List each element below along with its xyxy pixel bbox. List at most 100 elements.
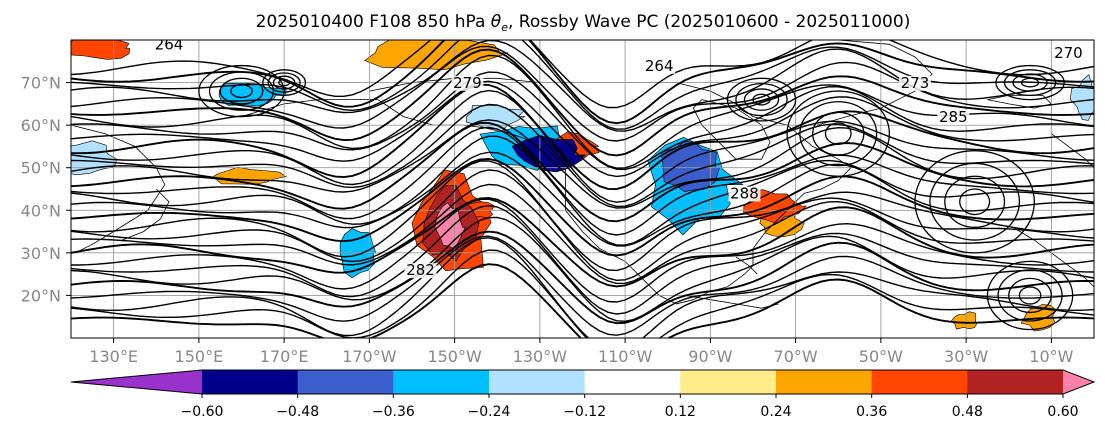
x-tick-label: 170°E [260,347,309,366]
colorbar-tick-label: 0.60 [1047,404,1078,420]
colorbar-bin [297,370,394,394]
theta-e-contour [71,169,1094,282]
map-frame [70,39,1095,339]
x-tick-label: 150°E [175,347,224,366]
theta-e-closed-contour [752,93,771,106]
x-tick-label: 110°W [598,347,653,366]
contour-label: 282 [406,261,435,279]
x-tick-label: 130°W [513,347,568,366]
x-tick-label: 170°W [342,347,397,366]
theta-e-contour [71,119,1094,209]
theta-e-contour [71,237,1094,338]
theta-e-closed-contour [278,78,291,87]
theta-e-closed-contour [914,150,1035,254]
theta-e-contour [71,45,1094,142]
theta-e-contour [71,197,1094,288]
theta-e-closed-contour [812,111,865,156]
theta-e-closed-contour [262,69,307,96]
theta-e-closed-contour [786,90,891,177]
theta-e-closed-contour [198,64,285,118]
theta-e-contour-layer [71,40,1094,338]
theta-e-closed-contour [799,101,878,167]
colorbar-bin [489,370,586,394]
x-tick-label: 30°W [944,347,988,366]
x-axis-ticks: 130°E 150°E 170°E 170°W 150°W 130°W 110°W 90°W 7… [89,338,1074,366]
map-area: 264 285 270 264 273 279 282 288 [71,40,1094,338]
colorbar-tick-label: 0.12 [665,404,696,420]
colorbar-bin [680,370,777,394]
theta-e-closed-contour [267,72,301,93]
x-tick-label: 50°W [859,347,903,366]
theta-e-closed-contour [929,162,1021,241]
theta-e-contour [71,216,1094,323]
y-tick-label: 50°N [21,159,61,178]
y-tick-label: 20°N [21,286,61,305]
contour-label-bg [643,58,676,74]
colorbar-extend-high [1063,370,1094,394]
x-tick-label: 70°W [774,347,818,366]
anomaly-patch-positive [71,40,131,60]
theta-e-contour [71,158,1094,257]
theta-e-contour [71,249,1094,338]
x-tick-label: 90°W [688,347,732,366]
theta-e-closed-contour [1020,77,1040,88]
theta-e-closed-contour [1008,277,1053,314]
coastline [71,124,166,254]
chart-title: 2025010400 F108 850 hPa θe, Rossby Wave … [256,12,911,34]
theta-e-closed-contour [1003,69,1057,96]
contour-label-bg [153,40,186,53]
theta-e-closed-contour [986,260,1074,331]
y-tick-label: 60°N [21,116,61,135]
contour-label-layer: 264 285 270 264 273 279 282 288 [153,40,1085,279]
colorbar-tick-label: 0.36 [856,404,887,420]
colorbar-bin [393,370,490,394]
theta-e-contour [71,204,1094,315]
theta-e-closed-contour [1018,286,1042,305]
theta-e-contour [71,230,1094,325]
x-tick-label: 130°E [89,347,138,366]
y-tick-label: 30°N [21,244,61,263]
colorbar-tick-label: 0.48 [952,404,983,420]
theta-e-contour [71,80,1094,178]
contour-label: 264 [645,57,674,75]
theta-e-closed-contour [272,75,296,90]
x-tick-label: 150°W [427,347,482,366]
colorbar-bin [776,370,873,394]
contour-label-bg [898,75,931,91]
theta-e-closed-contour [743,88,780,111]
contour-label: 270 [1054,44,1083,62]
contour-label: 288 [730,185,759,203]
theta-e-contour [71,103,1094,208]
colorbar-extend-low [71,370,202,394]
coastline [692,99,771,160]
colorbar-tick-label: 0.24 [760,404,791,420]
theta-e-contour [71,135,1094,246]
theta-e-closed-contour [1012,73,1048,92]
colorbar-bin [967,370,1064,394]
colorbar-bin [202,370,299,394]
theta-e-contour [71,40,1094,132]
theta-e-contour [71,126,1094,236]
theta-e-closed-contour [824,122,852,145]
y-tick-label: 40°N [21,201,61,220]
theta-e-contour [71,48,1094,157]
coastline [1012,226,1094,288]
contour-label: 273 [901,74,930,92]
theta-e-contour [71,121,1094,223]
theta-e-closed-contour [995,64,1065,101]
theta-e-closed-contour [208,71,275,111]
theta-e-closed-contour [726,77,797,122]
contour-label: 279 [453,74,482,92]
contour-label-bg [728,186,761,202]
theta-e-contour [71,83,1094,191]
y-tick-label: 70°N [21,74,61,93]
theta-e-closed-contour [959,188,991,216]
theta-e-contour [71,235,1094,336]
theta-e-contour [71,151,1094,247]
theta-e-contour [71,89,1094,203]
contour-label-bg [451,75,484,91]
colorbar-tick-label: −0.24 [468,404,511,420]
contour-label-bg [1052,46,1085,62]
theta-e-contour [71,160,1094,272]
